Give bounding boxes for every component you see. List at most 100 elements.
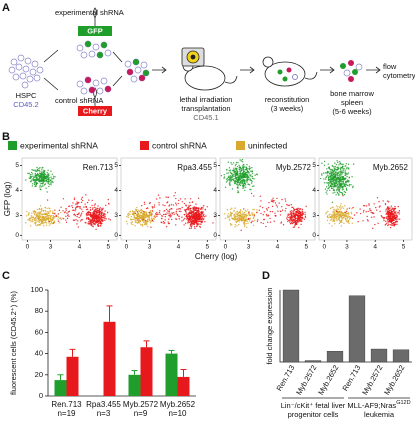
event-dot bbox=[133, 219, 135, 221]
event-dot bbox=[224, 217, 227, 220]
event-dot bbox=[276, 197, 278, 200]
event-dot bbox=[39, 211, 42, 214]
event-dot bbox=[385, 210, 387, 212]
event-dot bbox=[296, 209, 299, 211]
event-dot bbox=[253, 178, 255, 180]
event-dot bbox=[254, 174, 256, 177]
event-dot bbox=[348, 185, 350, 187]
event-dot bbox=[167, 222, 170, 225]
event-dot bbox=[75, 218, 77, 221]
event-dot bbox=[48, 183, 51, 186]
event-dot bbox=[334, 223, 336, 225]
event-dot bbox=[347, 216, 349, 219]
event-dot bbox=[338, 164, 340, 166]
event-dot bbox=[339, 209, 341, 211]
event-dot bbox=[341, 175, 343, 178]
event-dot bbox=[397, 212, 399, 214]
event-dot bbox=[341, 163, 343, 165]
event-dot bbox=[144, 221, 147, 223]
event-dot bbox=[337, 166, 339, 168]
y-tick-label: 3 bbox=[15, 212, 19, 219]
event-dot bbox=[185, 212, 187, 214]
event-dot bbox=[333, 176, 335, 178]
event-dot bbox=[234, 180, 237, 183]
event-dot bbox=[367, 210, 369, 213]
event-dot bbox=[29, 177, 31, 180]
event-dot bbox=[167, 221, 169, 223]
event-dot bbox=[293, 226, 296, 228]
event-dot bbox=[234, 217, 236, 220]
event-dot bbox=[39, 224, 41, 227]
event-dot bbox=[43, 178, 45, 180]
event-dot bbox=[161, 217, 163, 220]
event-dot bbox=[43, 170, 46, 172]
event-dot bbox=[339, 163, 342, 165]
event-dot bbox=[167, 218, 170, 220]
event-dot bbox=[341, 212, 343, 214]
event-dot bbox=[175, 210, 178, 213]
event-dot bbox=[249, 188, 251, 191]
event-dot bbox=[237, 183, 239, 186]
event-dot bbox=[51, 180, 54, 183]
x-tick-label: 3 bbox=[345, 244, 349, 251]
event-dot bbox=[212, 222, 214, 224]
event-dot bbox=[321, 174, 323, 176]
event-dot bbox=[231, 173, 233, 175]
event-dot bbox=[171, 212, 173, 214]
event-dot bbox=[47, 216, 49, 218]
event-dot bbox=[249, 178, 251, 181]
event-dot bbox=[329, 213, 331, 216]
event-dot bbox=[25, 179, 27, 181]
event-dot bbox=[328, 179, 330, 181]
event-dot bbox=[34, 172, 36, 175]
event-dot bbox=[103, 217, 106, 219]
x-tick-label: 5 bbox=[402, 244, 406, 251]
event-dot bbox=[229, 175, 232, 177]
event-dot bbox=[319, 177, 322, 180]
event-dot bbox=[294, 221, 296, 224]
event-dot bbox=[187, 222, 189, 224]
group-label: Lin⁻/cKit⁺ fetal liver bbox=[281, 401, 346, 410]
step-label: spleen bbox=[341, 98, 363, 107]
event-dot bbox=[67, 211, 70, 213]
event-dot bbox=[387, 223, 390, 225]
event-dot bbox=[102, 215, 104, 217]
event-dot bbox=[91, 219, 93, 221]
x-tick-label: Rpa3.455 bbox=[86, 400, 121, 409]
event-dot bbox=[229, 180, 231, 182]
event-dot bbox=[396, 223, 398, 226]
event-dot bbox=[256, 173, 259, 176]
event-dot bbox=[98, 215, 100, 218]
event-dot bbox=[143, 216, 146, 218]
event-dot bbox=[93, 212, 95, 214]
event-dot bbox=[57, 216, 60, 218]
event-dot bbox=[330, 185, 333, 188]
event-dot bbox=[143, 214, 146, 217]
event-dot bbox=[339, 160, 341, 163]
event-dot bbox=[40, 186, 42, 188]
event-dot bbox=[39, 175, 42, 178]
event-dot bbox=[342, 207, 345, 209]
event-dot bbox=[239, 167, 241, 169]
event-dot bbox=[329, 216, 331, 219]
event-dot bbox=[341, 170, 343, 172]
event-dot bbox=[252, 217, 255, 220]
event-dot bbox=[345, 163, 348, 165]
event-dot bbox=[342, 194, 344, 197]
event-dot bbox=[347, 215, 349, 217]
event-dot bbox=[394, 205, 396, 208]
event-dot bbox=[344, 211, 346, 214]
event-dot bbox=[36, 217, 39, 220]
event-dot bbox=[240, 215, 242, 218]
event-dot bbox=[342, 168, 344, 170]
event-dot bbox=[243, 221, 245, 224]
event-dot bbox=[342, 188, 345, 190]
event-dot bbox=[392, 208, 394, 210]
event-dot bbox=[332, 183, 334, 185]
event-dot bbox=[157, 194, 160, 196]
event-dot bbox=[195, 216, 197, 219]
event-dot bbox=[336, 208, 338, 210]
event-dot bbox=[239, 184, 242, 187]
event-dot bbox=[338, 190, 340, 192]
event-dot bbox=[391, 222, 393, 225]
